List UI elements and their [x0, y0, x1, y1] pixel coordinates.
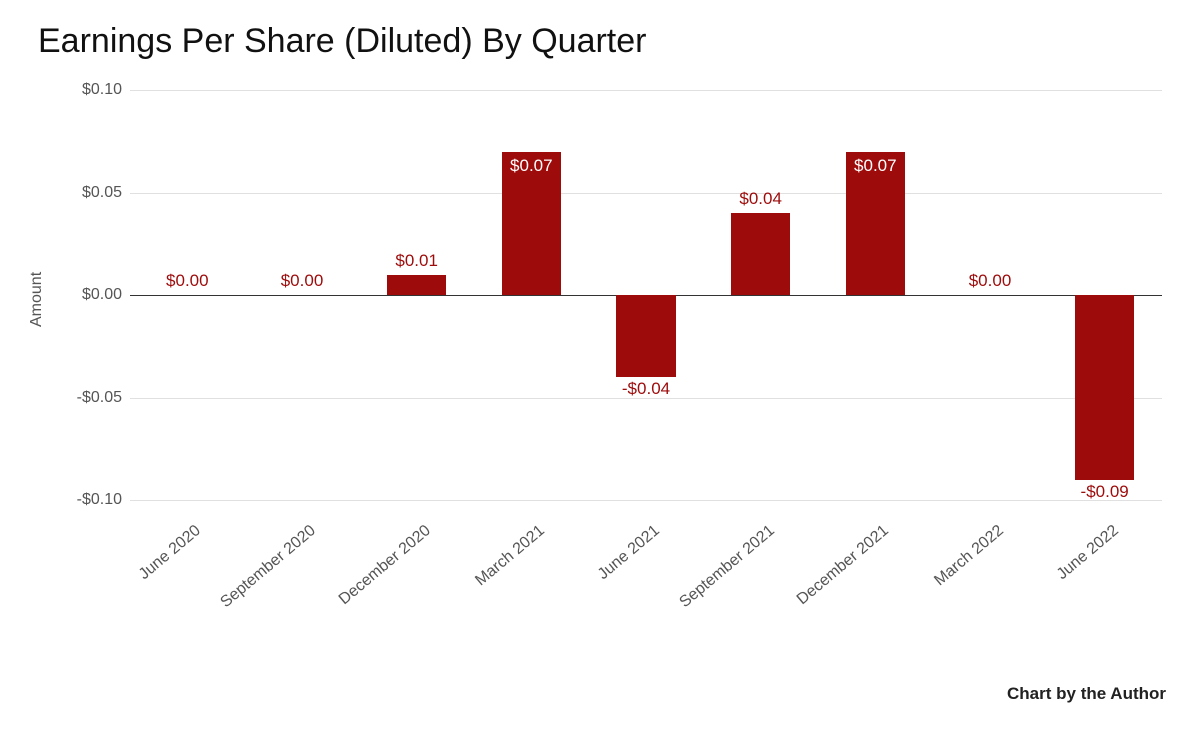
y-tick-label: -$0.10	[52, 491, 122, 509]
x-tick-label: June 2022	[1053, 522, 1122, 584]
chart-footer: Chart by the Author	[1007, 684, 1166, 704]
gridline	[130, 500, 1162, 501]
x-tick-label: December 2020	[335, 522, 434, 609]
bar-value-label: $0.00	[166, 271, 209, 291]
bar	[1075, 295, 1135, 480]
bar-value-label: -$0.09	[1081, 482, 1129, 502]
bar-value-label: $0.07	[854, 156, 897, 176]
bar-value-label: $0.00	[281, 271, 324, 291]
bar-value-label: $0.04	[739, 189, 782, 209]
x-tick-label: December 2021	[794, 522, 893, 609]
bar	[731, 213, 791, 295]
y-axis-title: Amount	[28, 272, 46, 327]
x-tick-label: September 2021	[676, 522, 778, 612]
plot-area: -$0.10-$0.05$0.00$0.05$0.10$0.00June 202…	[130, 90, 1162, 500]
bar-value-label: $0.07	[510, 156, 553, 176]
x-tick-label: March 2021	[473, 522, 549, 590]
x-tick-label: March 2022	[931, 522, 1007, 590]
x-tick-label: June 2021	[595, 522, 664, 584]
y-tick-label: $0.10	[52, 81, 122, 99]
bar-value-label: -$0.04	[622, 379, 670, 399]
x-tick-label: September 2020	[217, 522, 319, 612]
gridline	[130, 193, 1162, 194]
bar-value-label: $0.01	[395, 251, 438, 271]
eps-bar-chart: Earnings Per Share (Diluted) By Quarter …	[0, 0, 1200, 742]
bar-value-label: $0.00	[969, 271, 1012, 291]
y-tick-label: $0.05	[52, 184, 122, 202]
x-tick-label: June 2020	[136, 522, 205, 584]
chart-title: Earnings Per Share (Diluted) By Quarter	[38, 22, 646, 61]
bar	[616, 295, 676, 377]
bar	[387, 275, 447, 296]
gridline	[130, 90, 1162, 91]
y-tick-label: -$0.05	[52, 389, 122, 407]
y-tick-label: $0.00	[52, 286, 122, 304]
